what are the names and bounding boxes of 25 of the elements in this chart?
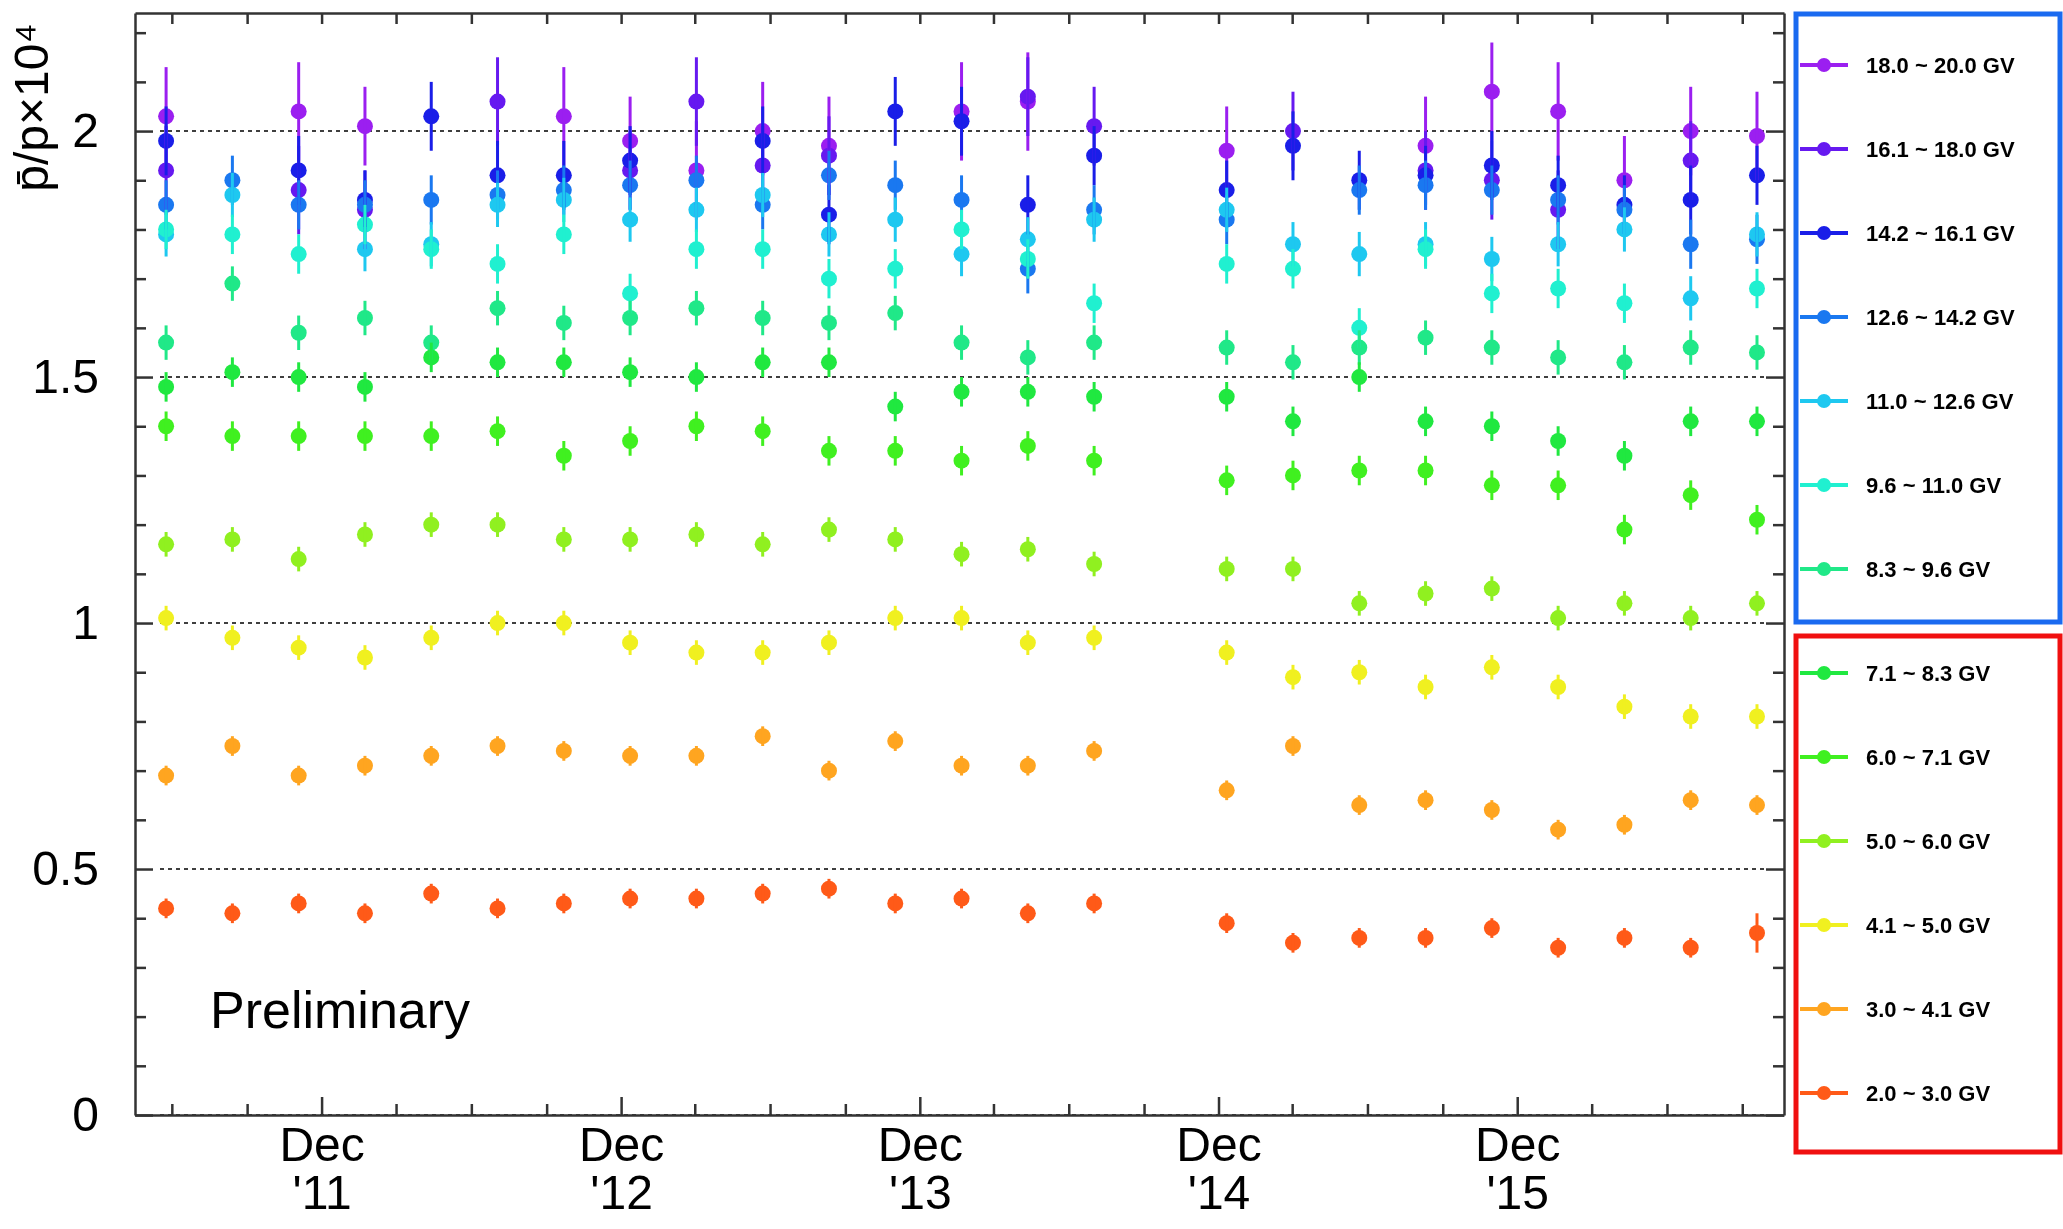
y-tick-label: 0.5	[32, 841, 99, 895]
annotation: Preliminary	[210, 981, 471, 1039]
legend-label: 11.0 ~ 12.6 GV	[1866, 389, 2014, 414]
legend-label: 9.6 ~ 11.0 GV	[1866, 473, 2002, 498]
legend-label: 6.0 ~ 7.1 GV	[1866, 745, 1991, 770]
y-axis-title: p̄/p×10⁴	[5, 23, 58, 192]
y-tick-label: 0	[72, 1087, 99, 1141]
legend-label: 5.0 ~ 6.0 GV	[1866, 829, 1991, 854]
x-tick-label: Dec '12	[578, 1118, 665, 1220]
legend-label: 14.2 ~ 16.1 GV	[1866, 221, 2015, 246]
legend-label: 7.1 ~ 8.3 GV	[1866, 661, 1991, 686]
y-tick-label: 2	[72, 103, 99, 157]
legend-label: 12.6 ~ 14.2 GV	[1866, 305, 2015, 330]
y-tick-label: 1.5	[32, 349, 99, 403]
y-tick-label: 1	[72, 595, 99, 649]
x-tick-label: Dec '13	[877, 1118, 963, 1220]
x-tick-label: Dec '15	[1475, 1118, 1561, 1220]
legend-label: 3.0 ~ 4.1 GV	[1866, 997, 1991, 1022]
x-tick-label: Dec '14	[1176, 1118, 1262, 1220]
legend-label: 4.1 ~ 5.0 GV	[1866, 913, 1991, 938]
x-tick-label: Dec '11	[279, 1118, 365, 1220]
legend-label: 8.3 ~ 9.6 GV	[1866, 557, 1991, 582]
legend-label: 16.1 ~ 18.0 GV	[1866, 137, 2015, 162]
legend-label: 2.0 ~ 3.0 GV	[1866, 1081, 1991, 1106]
legend-label: 18.0 ~ 20.0 GV	[1866, 53, 2015, 78]
